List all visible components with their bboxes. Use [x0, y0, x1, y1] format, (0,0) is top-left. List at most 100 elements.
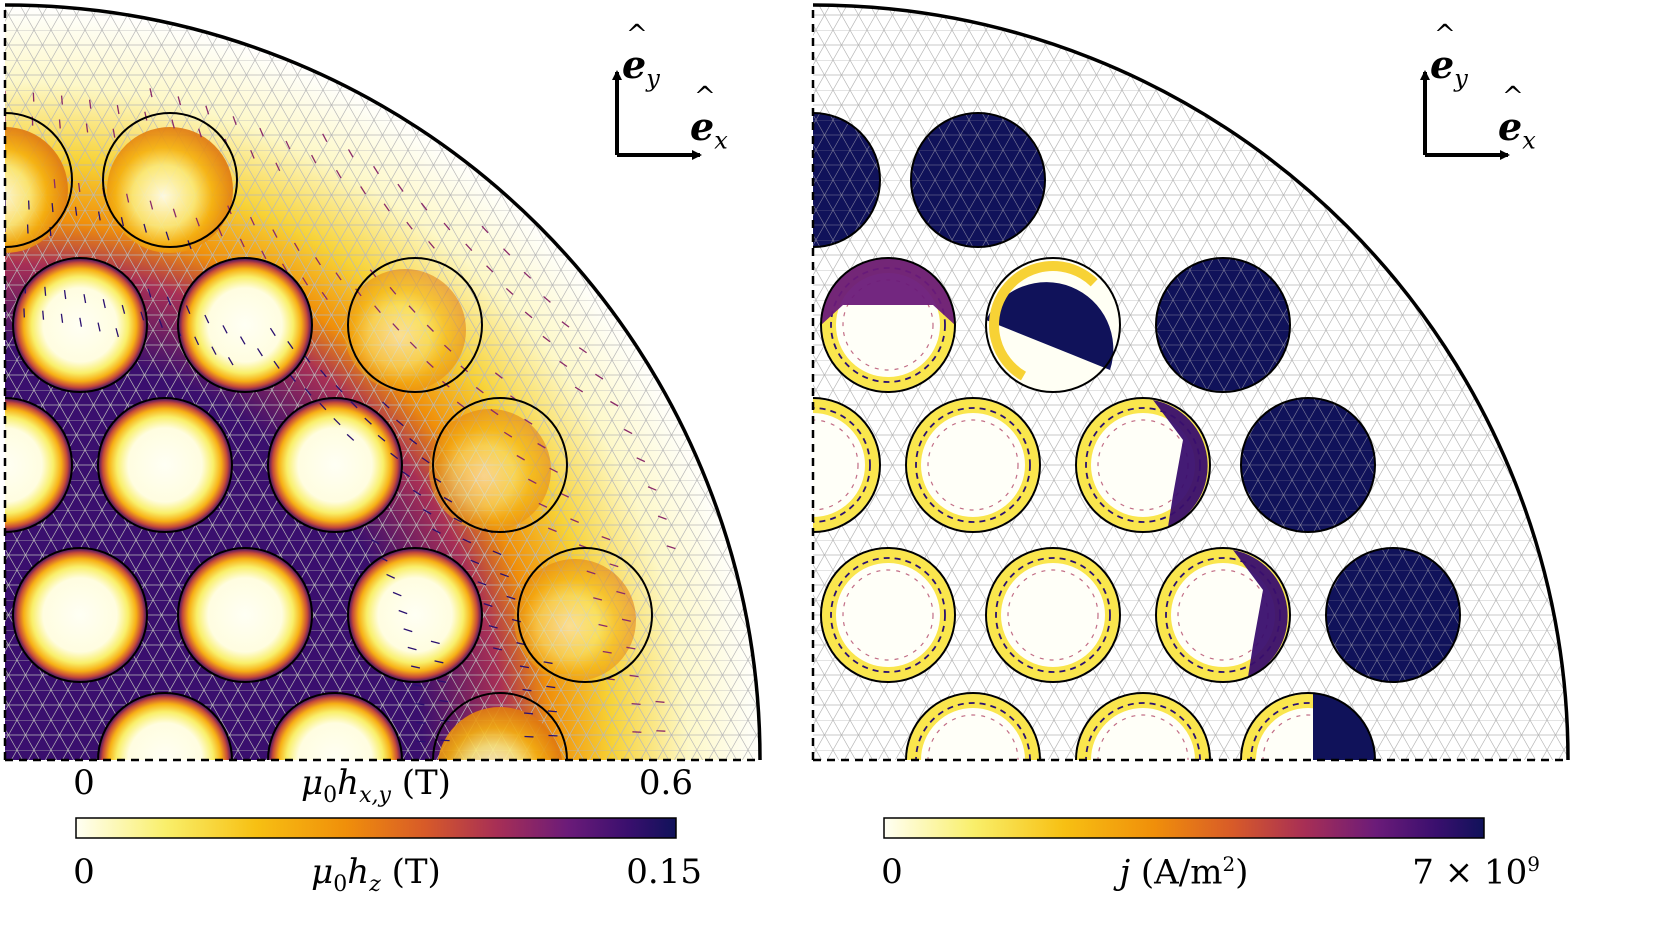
field-arrow [477, 581, 487, 586]
outer-boundary-arc [812, 3, 1570, 761]
field-arrow [516, 454, 525, 461]
field-arrow [561, 321, 570, 328]
field-arrow [53, 179, 56, 189]
field-arrow [523, 271, 532, 279]
field-arrow [519, 665, 530, 669]
field-arrow [97, 322, 101, 332]
field-arrow [302, 277, 309, 286]
filament-outline [97, 397, 233, 533]
filament-outline [12, 547, 148, 683]
filament-field-hole [178, 548, 312, 682]
field-arrow [60, 313, 64, 323]
field-arrow [120, 217, 125, 227]
disc-mesh [1241, 398, 1375, 532]
field-arrow [389, 286, 397, 295]
filament-disc [905, 397, 1041, 533]
filament-field-hole [178, 258, 312, 392]
disc-current-arrows-inner [927, 714, 1019, 760]
filament-outline [517, 547, 653, 683]
field-arrow [559, 360, 568, 368]
field-arrow [77, 182, 81, 192]
disc-ring [822, 549, 954, 681]
filament-outline [347, 257, 483, 393]
field-arrow [522, 688, 532, 692]
filament-disc [1240, 397, 1376, 533]
field-arrow [413, 684, 423, 688]
disc-current-arrows-inner [927, 419, 1019, 511]
axis-indicator [1420, 70, 1510, 160]
field-arrow [493, 647, 503, 651]
field-arrow [256, 348, 263, 357]
disc-ring [989, 261, 1117, 389]
current-density-discs [813, 112, 1461, 760]
disc-current-arrows [995, 557, 1111, 673]
field-arrow [85, 123, 89, 133]
field-arrow [401, 470, 411, 478]
disc-current-arrows [830, 557, 946, 673]
field-arrow [420, 202, 428, 211]
field-arrow [586, 570, 596, 575]
disc-outline [905, 397, 1041, 533]
field-arrow [426, 324, 434, 332]
filament-disc [1075, 397, 1211, 533]
disc-penetration [821, 258, 955, 325]
field-arrow [488, 625, 498, 629]
j-title: j (A/m2) [1119, 852, 1249, 893]
filament-field-hole [429, 409, 551, 531]
field-arrow [165, 231, 170, 241]
field-arrow [475, 386, 484, 394]
field-arrow [194, 336, 200, 346]
filament-outline [432, 692, 568, 760]
field-arrow [601, 536, 611, 541]
colorbar-j [883, 817, 1485, 839]
field-arrow [666, 545, 676, 550]
filament-disc [910, 112, 1046, 248]
filament-disc [813, 112, 881, 248]
disc-outline [820, 547, 956, 683]
filament-disc [905, 692, 1041, 760]
field-arrow [503, 248, 511, 256]
filament-outline [432, 397, 568, 533]
hxy-min-label: 0 [73, 763, 95, 803]
filament-disc [1075, 692, 1211, 760]
disc-outline [813, 397, 881, 533]
field-arrow [542, 335, 551, 343]
filament-outlines [5, 112, 653, 760]
hz-min-label: 0 [73, 852, 95, 892]
field-arrow [398, 609, 408, 615]
field-arrow [610, 400, 619, 407]
filament-field-hole [268, 398, 402, 532]
disc-ring [1242, 694, 1374, 760]
field-arrow [443, 222, 451, 231]
filament-outline [12, 257, 148, 393]
filament-disc [1155, 257, 1291, 393]
field-arrow [285, 140, 291, 150]
field-arrow [598, 623, 608, 628]
field-arrow [416, 721, 426, 724]
filament-field-hole [13, 548, 147, 682]
field-arrow [333, 418, 341, 426]
field-arrow [486, 265, 494, 273]
field-arrow [51, 203, 54, 213]
field-arrow [647, 486, 657, 491]
field-arrow [149, 88, 153, 98]
field-arrow [465, 243, 473, 251]
field-arrow [185, 305, 191, 315]
disc-outline [985, 547, 1121, 683]
field-arrow [281, 263, 288, 272]
field-arrow [626, 646, 636, 650]
hz-title: μ0hz (T) [311, 852, 441, 897]
field-arrow [549, 467, 558, 473]
field-arrow [115, 328, 119, 338]
outer-boundary-arc [4, 3, 762, 761]
filament-outline [177, 257, 313, 393]
right-ex-label: ex [1498, 82, 1536, 155]
field-arrow [434, 660, 444, 664]
field-arrow [335, 272, 342, 281]
right-ey-label: ey [1430, 20, 1468, 93]
field-arrow [481, 225, 489, 234]
disc-ring [813, 399, 879, 531]
field-arrow [143, 223, 147, 233]
colorbar-hz [75, 817, 677, 839]
field-arrow [430, 640, 440, 645]
